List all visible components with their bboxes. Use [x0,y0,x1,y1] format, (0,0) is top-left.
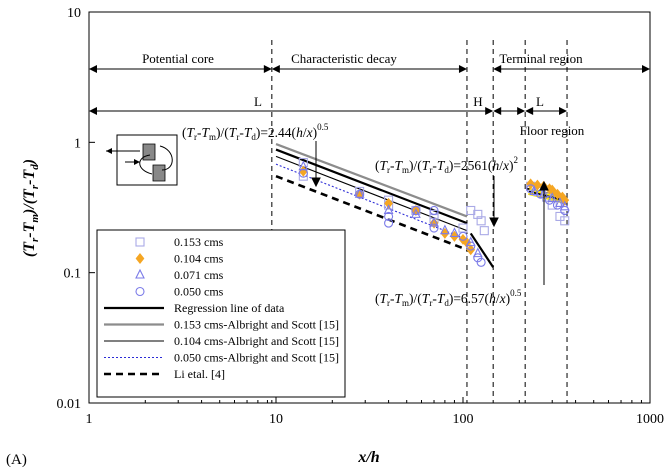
region-floor: Floor region [520,123,585,138]
legend-label: 0.153 cms [174,235,224,249]
data-point [466,241,476,251]
scatter-points [298,157,570,267]
legend-label: 0.050 cms-Albright and Scott [15] [174,351,339,365]
x-tick-label: 1 [86,412,93,427]
data-point [547,192,558,203]
data-point [555,197,565,207]
data-point [298,160,309,171]
data-point [544,195,555,205]
data-point [473,209,483,219]
data-point [298,168,308,178]
arrow-H [493,107,526,115]
y-tick-label: 1 [74,136,81,151]
data-point [429,216,439,227]
mark-L-left: L [254,94,262,109]
room-schematic-icon [106,134,178,186]
legend-label: 0.153 cms-Albright and Scott [15] [174,318,339,332]
legend-marker [135,286,145,297]
legend-label: 0.104 cms-Albright and Scott [15] [174,334,339,348]
data-point [429,223,439,233]
panel-label: (A) [6,452,27,468]
data-point [355,189,365,199]
data-point [526,184,536,194]
region-characteristic-decay: Characteristic decay [291,51,397,66]
y-tick-label: 0.1 [64,267,82,282]
equation-2: (Tr-Tm)/(Tr-Td)=2561(h/x)2 [375,155,518,175]
arrow-terminal-region [493,65,650,73]
data-point [439,224,450,235]
data-point [449,227,460,237]
data-point [529,185,539,195]
legend-label: Regression line of data [174,301,285,315]
data-point [479,226,489,236]
data-point [384,218,394,228]
mark-H: H [473,94,482,109]
data-point [411,208,421,218]
svg-text:(Tr-Tm)/(Tr-Td)=2561(h/x)2: (Tr-Tm)/(Tr-Td)=2561(h/x)2 [375,155,518,175]
equation-pointers [311,141,549,285]
data-point [560,194,570,206]
data-point [559,200,570,211]
data-point [526,178,536,190]
equation-1: (Tr-Tm)/(Tr-Td)=2.44(h/x)0.5 [182,122,329,142]
data-point [552,200,563,210]
data-point [384,211,394,221]
arrow-L-right [525,107,568,115]
arrow-L-left [89,107,494,115]
data-point [384,197,393,209]
data-point [547,184,557,196]
data-point [533,179,542,191]
legend-label: 0.050 cms [174,285,224,299]
region-arrows [89,65,650,115]
legend-marker [135,268,145,279]
legend-label: 0.071 cms [174,268,224,282]
x-tick-label: 1000 [636,412,664,427]
series-line [275,143,468,218]
y-tick-label: 10 [67,6,81,21]
data-point [354,187,365,198]
region-potential-core: Potential core [142,51,214,66]
data-point [560,216,570,226]
svg-text:(Tr-Tm)/(Tr-Td)=6.57(h/x)0.5: (Tr-Tm)/(Tr-Td)=6.57(h/x)0.5 [375,288,522,308]
data-point [458,231,468,241]
data-point [473,253,483,263]
x-tick-label: 10 [269,412,283,427]
legend-marker [135,237,145,247]
data-point [472,247,483,258]
equation-3: (Tr-Tm)/(Tr-Td)=6.57(h/x)0.5 [375,288,522,308]
x-tick-label: 100 [453,412,474,427]
x-axis-label: x/h [357,449,379,466]
arrow-potential-core [89,65,272,73]
data-point [465,236,476,247]
legend: 0.153 cms 0.104 cms 0.071 cms 0.050 cms Regr… [104,235,339,381]
data-point [429,205,439,216]
data-point [560,205,570,216]
data-point [476,216,486,226]
legend-label: Li etal. [4] [174,367,225,381]
legend-marker [135,253,145,264]
arrow-characteristic-decay [271,65,467,73]
legend-label: 0.104 cms [174,252,224,266]
y-axis-label: (Tr-Tm)/(Tr-Td) [21,159,41,257]
mark-L-right: L [536,94,544,109]
y-tick-label: 0.01 [57,397,82,412]
axes: 1 10 100 1000 0.01 0.1 1 10 [57,6,665,427]
data-point [476,257,486,267]
data-point [383,204,394,215]
series-line [469,232,495,268]
data-point [411,205,421,216]
region-terminal: Terminal region [499,51,583,66]
series-line [275,174,468,251]
svg-text:(Tr-Tm)/(Tr-Td)=2.44(h/x)0.5: (Tr-Tm)/(Tr-Td)=2.44(h/x)0.5 [182,122,329,142]
